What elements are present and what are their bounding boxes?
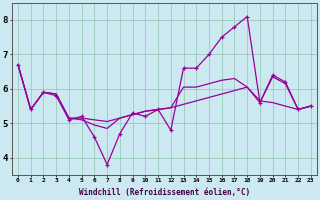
- X-axis label: Windchill (Refroidissement éolien,°C): Windchill (Refroidissement éolien,°C): [79, 188, 250, 197]
